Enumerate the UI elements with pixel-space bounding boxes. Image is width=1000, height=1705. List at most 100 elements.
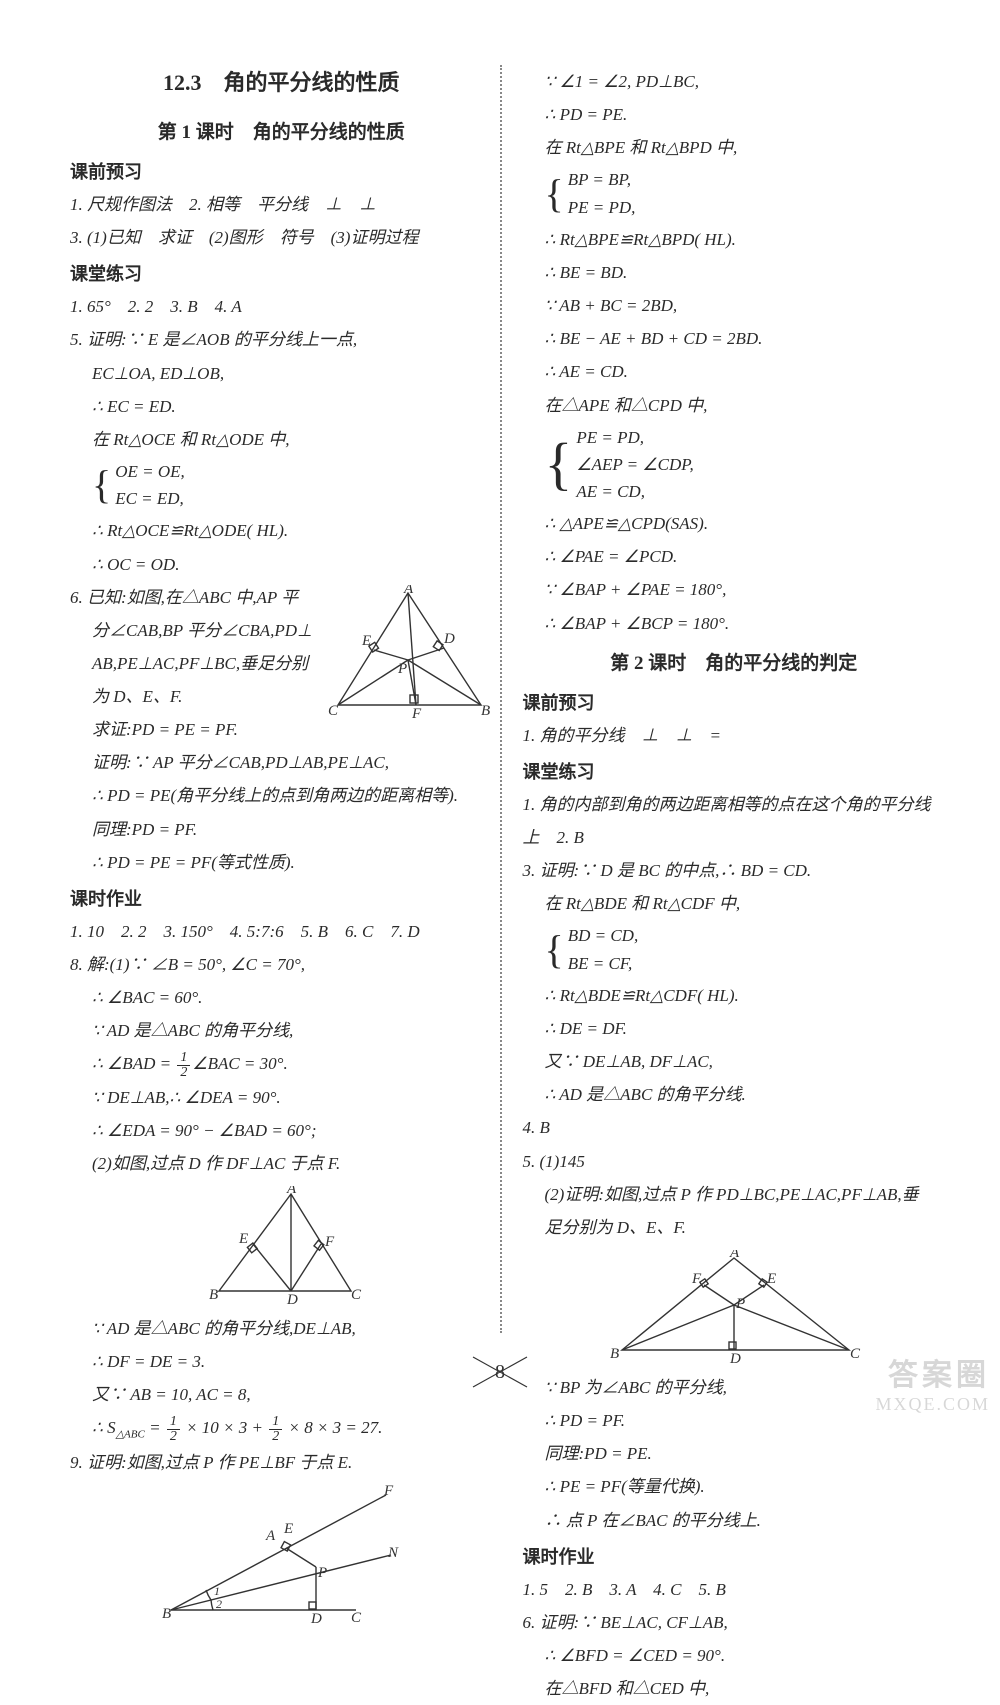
rc-l13: ∴ ∠BAP + ∠BCP = 180°.	[523, 607, 946, 640]
rc-l8: ∴ AE = CD.	[523, 355, 946, 388]
svg-text:C: C	[351, 1610, 362, 1625]
lesson2-title: 第 2 课时 角的平分线的判定	[523, 648, 946, 675]
right-column: ∵ ∠1 = ∠2, PD⊥BC, ∴ PD = PE. 在 Rt△BPE 和 …	[508, 65, 961, 1353]
watermark-line1: 答案圈	[875, 1350, 990, 1394]
svg-text:A: A	[265, 1528, 276, 1544]
chapter-title: 12.3 角的平分线的性质	[70, 65, 493, 97]
rc-l3: 在 Rt△BPE 和 Rt△BPD 中,	[523, 131, 946, 164]
q5-l2: EC⊥OA, ED⊥OB,	[70, 357, 493, 390]
q8-diagram: A B C D E F	[191, 1186, 371, 1306]
q8-l3: ∵ AD 是△ABC 的角平分线,	[70, 1014, 493, 1047]
rc-l9: 在△APE 和△CPD 中,	[523, 389, 946, 422]
svg-text:C: C	[328, 703, 339, 719]
r-sec-preview: 课前预习	[523, 689, 946, 715]
q6-l9: ∴ PD = PE = PF(等式性质).	[70, 846, 493, 879]
q8-l8: ∵ AD 是△ABC 的角平分线,DE⊥AB,	[70, 1312, 493, 1345]
rq5-l7: ∴ PE = PF(等量代换).	[523, 1470, 946, 1503]
svg-text:E: E	[361, 633, 371, 649]
q8-l5: ∵ DE⊥AB,∴ ∠DEA = 90°.	[70, 1081, 493, 1114]
preview-line-1: 1. 尺规作图法 2. 相等 平分线 ⊥ ⊥	[70, 188, 493, 221]
section-class-head: 课堂练习	[70, 260, 493, 286]
svg-text:F: F	[411, 706, 422, 720]
rc-l12: ∵ ∠BAP + ∠PAE = 180°,	[523, 573, 946, 606]
q6-diagram: A B C D E F P	[326, 585, 491, 720]
q5-l5: ∴ Rt△OCE≌Rt△ODE( HL).	[70, 514, 493, 547]
svg-text:D: D	[443, 631, 455, 647]
q5-l6: ∴ OC = OD.	[70, 548, 493, 581]
svg-text:F: F	[324, 1234, 335, 1250]
r-class-l1: 1. 角的内部到角的两边距离相等的点在这个角的平分线	[523, 788, 946, 821]
q5-l3: ∴ EC = ED.	[70, 390, 493, 423]
column-divider	[500, 65, 502, 1333]
rq5-diagram: A B C D E F P	[604, 1250, 864, 1365]
rq3-brace: { BD = CD, BE = CF,	[523, 922, 946, 976]
rq6-l2: ∴ ∠BFD = ∠CED = 90°.	[523, 1639, 946, 1672]
rc-l4: ∴ Rt△BPE≌Rt△BPD( HL).	[523, 223, 946, 256]
r-sec-hw: 课时作业	[523, 1543, 946, 1569]
hw-line-1: 1. 10 2. 2 3. 150° 4. 5:7:6 5. B 6. C 7.…	[70, 915, 493, 948]
rc-brace2: { PE = PD, ∠AEP = ∠CDP, AE = CD,	[523, 424, 946, 506]
rc-c1: PE = PD,	[576, 424, 693, 451]
rq5-l3: 足分别为 D、E、F.	[523, 1211, 946, 1244]
rq5-l6: 同理:PD = PE.	[523, 1437, 946, 1470]
rq3-l5: 又∵ DE⊥AB, DF⊥AC,	[523, 1045, 946, 1078]
svg-text:D: D	[310, 1611, 322, 1625]
rq3-l6: ∴ AD 是△ABC 的角平分线.	[523, 1078, 946, 1111]
svg-text:A: A	[403, 585, 414, 597]
rc-l2: ∴ PD = PE.	[523, 98, 946, 131]
svg-text:1: 1	[214, 1584, 220, 1598]
q9-l1: 9. 证明:如图,过点 P 作 PE⊥BF 于点 E.	[70, 1446, 493, 1479]
rq3-b2: BE = CF,	[568, 950, 639, 977]
svg-text:B: B	[162, 1606, 171, 1622]
q8-l7: (2)如图,过点 D 作 DF⊥AC 于点 F.	[70, 1147, 493, 1180]
q8-l11: ∴ S△ABC = 12 × 10 × 3 + 12 × 8 × 3 = 27.	[70, 1411, 493, 1446]
rq3-l2: 在 Rt△BDE 和 Rt△CDF 中,	[523, 887, 946, 920]
q5-b2: EC = ED,	[115, 485, 185, 512]
rc-brace1: { BP = BP, PE = PD,	[523, 166, 946, 220]
rc-b2: PE = PD,	[568, 194, 636, 221]
svg-text:N: N	[387, 1545, 399, 1561]
rc-l5: ∴ BE = BD.	[523, 256, 946, 289]
preview-line-2: 3. (1)已知 求证 (2)图形 符号 (3)证明过程	[70, 221, 493, 254]
page-number: 8	[0, 1352, 1000, 1398]
r-sec-class: 课堂练习	[523, 758, 946, 784]
rq6-l1: 6. 证明:∵ BE⊥AC, CF⊥AB,	[523, 1606, 946, 1639]
rc-l11: ∴ ∠PAE = ∠PCD.	[523, 540, 946, 573]
rc-l10: ∴ △APE≌△CPD(SAS).	[523, 507, 946, 540]
svg-text:A: A	[729, 1250, 740, 1261]
section-hw-head: 课时作业	[70, 885, 493, 911]
r-preview-line: 1. 角的平分线 ⊥ ⊥ =	[523, 719, 946, 752]
watermark-line2: MXQE.COM	[875, 1394, 990, 1415]
q8-l2: ∴ ∠BAC = 60°.	[70, 981, 493, 1014]
rq3-l3: ∴ Rt△BDE≌Rt△CDF( HL).	[523, 979, 946, 1012]
svg-text:B: B	[209, 1287, 218, 1303]
svg-text:D: D	[286, 1292, 298, 1306]
q6-l7: ∴ PD = PE(角平分线上的点到角两边的距离相等).	[70, 779, 493, 812]
svg-text:2: 2	[216, 1597, 222, 1611]
rq4: 4. B	[523, 1111, 946, 1144]
q6-l6: 证明:∵ AP 平分∠CAB,PD⊥AB,PE⊥AC,	[70, 746, 493, 779]
rc-b1: BP = BP,	[568, 166, 636, 193]
r-hw-line1: 1. 5 2. B 3. A 4. C 5. B	[523, 1573, 946, 1606]
svg-text:C: C	[351, 1287, 362, 1303]
rq3-l4: ∴ DE = DF.	[523, 1012, 946, 1045]
rq5-l8: ∴ 点 P 在∠BAC 的平分线上.	[523, 1504, 946, 1537]
svg-text:A: A	[286, 1186, 297, 1197]
rc-l7: ∴ BE − AE + BD + CD = 2BD.	[523, 322, 946, 355]
rq3-l1: 3. 证明:∵ D 是 BC 的中点,∴ BD = CD.	[523, 854, 946, 887]
left-column: 12.3 角的平分线的性质 第 1 课时 角的平分线的性质 课前预习 1. 尺规…	[55, 65, 508, 1353]
svg-text:B: B	[481, 703, 490, 719]
lesson1-title: 第 1 课时 角的平分线的性质	[70, 117, 493, 144]
svg-text:F: F	[383, 1485, 394, 1499]
rc-l6: ∵ AB + BC = 2BD,	[523, 289, 946, 322]
watermark: 答案圈 MXQE.COM	[875, 1350, 990, 1415]
q5-b1: OE = OE,	[115, 458, 185, 485]
svg-text:F: F	[691, 1271, 702, 1287]
rq3-b1: BD = CD,	[568, 922, 639, 949]
q9-diagram: A B C D E F N P 1 2	[156, 1485, 406, 1625]
rc-l1: ∵ ∠1 = ∠2, PD⊥BC,	[523, 65, 946, 98]
rc-c2: ∠AEP = ∠CDP,	[576, 451, 693, 478]
q8-l1: 8. 解:(1)∵ ∠B = 50°, ∠C = 70°,	[70, 948, 493, 981]
q5-l1: 5. 证明:∵ E 是∠AOB 的平分线上一点,	[70, 323, 493, 356]
rq6-l3: 在△BFD 和△CED 中,	[523, 1672, 946, 1705]
